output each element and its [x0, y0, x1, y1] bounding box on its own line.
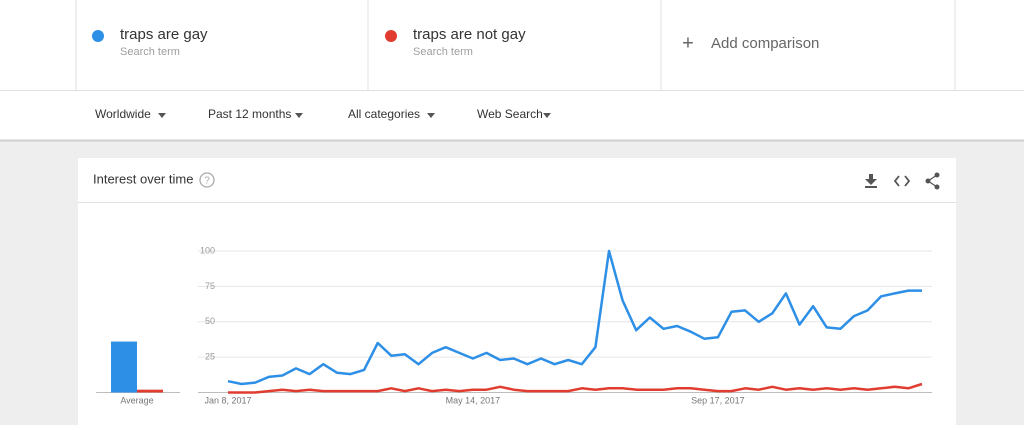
help-icon[interactable]: ?	[199, 172, 215, 188]
embed-icon[interactable]	[893, 175, 911, 187]
term-dot	[385, 30, 397, 42]
term-name: traps are gay	[120, 26, 208, 43]
x-tick-label: Jan 8, 2017	[204, 395, 251, 405]
filter-label: Web Search	[477, 107, 543, 121]
icon-part	[893, 175, 911, 187]
average-bar	[111, 341, 137, 393]
x-tick-label: Sep 17, 2017	[691, 395, 745, 405]
term-dot	[92, 30, 104, 42]
search-term[interactable]: traps are gay Search term	[92, 26, 208, 58]
average-label: Average	[120, 395, 153, 405]
y-tick-label: 25	[205, 352, 215, 362]
average-bar	[137, 389, 163, 393]
dropdown-arrow	[295, 113, 303, 118]
filter-label: All categories	[348, 107, 420, 121]
term-subtitle: Search term	[413, 46, 473, 58]
add-comparison-label: Add comparison	[711, 35, 819, 52]
filter-dropdown[interactable]: Past 12 months	[208, 107, 303, 121]
plus-icon: +	[682, 32, 694, 54]
dropdown-arrow	[543, 113, 551, 118]
icon-part	[926, 174, 938, 188]
x-tick-label: May 14, 2017	[446, 395, 501, 405]
share-icon[interactable]	[925, 172, 940, 190]
dropdown-arrow	[158, 113, 166, 118]
header	[0, 0, 1024, 140]
series-line	[228, 382, 923, 394]
icon-part	[865, 179, 877, 185]
y-tick-label: 75	[205, 281, 215, 291]
filter-label: Worldwide	[95, 107, 151, 121]
dropdown-arrow	[427, 113, 435, 118]
term-name: traps are not gay	[413, 26, 526, 43]
term-subtitle: Search term	[120, 46, 180, 58]
download-icon[interactable]	[865, 174, 877, 188]
card-title: Interest over time	[93, 171, 193, 186]
search-term[interactable]: traps are not gay Search term	[385, 26, 526, 58]
add-comparison[interactable]: + Add comparison	[682, 32, 819, 54]
help-mark: ?	[204, 176, 210, 187]
series-line	[227, 249, 922, 386]
filter-dropdown[interactable]: All categories	[348, 107, 435, 121]
filter-dropdown[interactable]: Web Search	[477, 107, 551, 121]
help-circle	[199, 172, 215, 188]
filter-dropdown[interactable]: Worldwide	[95, 107, 166, 121]
card	[78, 158, 956, 430]
filter-label: Past 12 months	[208, 107, 291, 121]
icon-part	[865, 186, 877, 188]
icon-part	[869, 174, 873, 180]
y-tick-label: 50	[205, 316, 215, 326]
y-tick-label: 100	[200, 245, 215, 255]
